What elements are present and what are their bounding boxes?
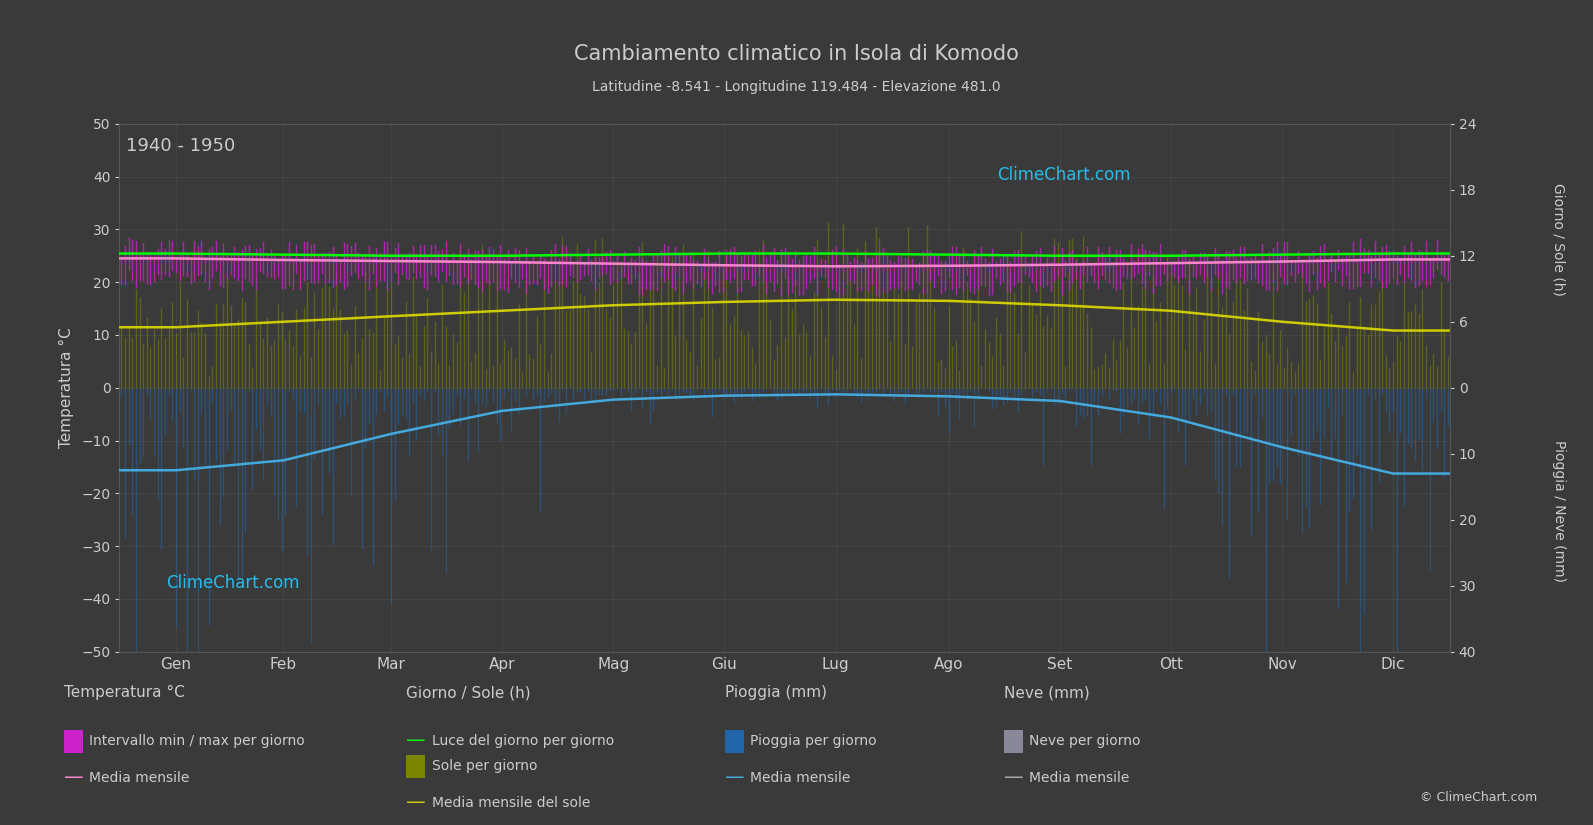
Text: Luce del giorno per giorno: Luce del giorno per giorno <box>432 734 613 747</box>
Text: —: — <box>1004 768 1023 788</box>
Text: Media mensile: Media mensile <box>1029 771 1129 785</box>
Text: Media mensile: Media mensile <box>89 771 190 785</box>
Text: Latitudine -8.541 - Longitudine 119.484 - Elevazione 481.0: Latitudine -8.541 - Longitudine 119.484 … <box>593 80 1000 93</box>
Text: Giorno / Sole (h): Giorno / Sole (h) <box>1552 183 1566 295</box>
Text: Media mensile: Media mensile <box>750 771 851 785</box>
Text: Intervallo min / max per giorno: Intervallo min / max per giorno <box>89 734 304 747</box>
Text: Pioggia (mm): Pioggia (mm) <box>725 685 827 700</box>
Text: Giorno / Sole (h): Giorno / Sole (h) <box>406 685 530 700</box>
Text: Pioggia / Neve (mm): Pioggia / Neve (mm) <box>1552 441 1566 582</box>
Text: Cambiamento climatico in Isola di Komodo: Cambiamento climatico in Isola di Komodo <box>573 44 1020 64</box>
Text: ClimeChart.com: ClimeChart.com <box>166 574 299 592</box>
Y-axis label: Temperatura °C: Temperatura °C <box>59 328 75 448</box>
Text: —: — <box>406 793 425 813</box>
Text: Neve per giorno: Neve per giorno <box>1029 734 1141 747</box>
Text: —: — <box>64 768 83 788</box>
Text: Sole per giorno: Sole per giorno <box>432 759 537 772</box>
Text: —: — <box>406 731 425 751</box>
Text: —: — <box>725 768 744 788</box>
Text: ClimeChart.com: ClimeChart.com <box>997 166 1131 184</box>
Text: Temperatura °C: Temperatura °C <box>64 685 185 700</box>
Text: 1940 - 1950: 1940 - 1950 <box>126 137 236 155</box>
Text: © ClimeChart.com: © ClimeChart.com <box>1419 791 1537 804</box>
Text: Media mensile del sole: Media mensile del sole <box>432 796 589 809</box>
Text: Pioggia per giorno: Pioggia per giorno <box>750 734 876 747</box>
Text: Neve (mm): Neve (mm) <box>1004 685 1090 700</box>
